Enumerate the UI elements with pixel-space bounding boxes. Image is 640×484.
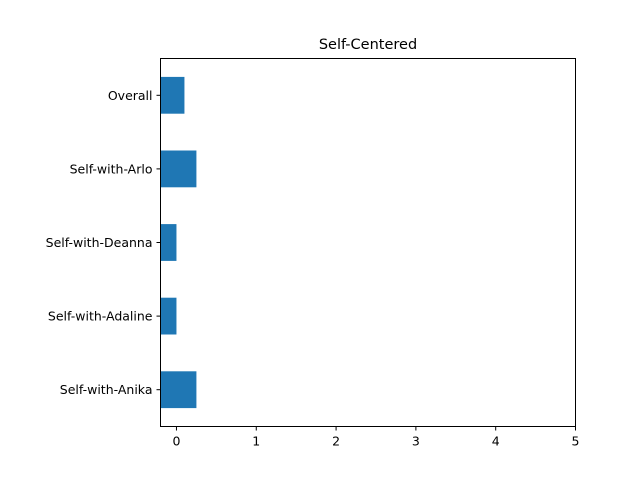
x-tick-label: 5	[572, 434, 580, 449]
bar-overall	[160, 76, 185, 114]
y-tick-label: Self-with-Anika	[60, 382, 153, 397]
x-tick-label: 1	[252, 434, 260, 449]
x-axis-ticks: 0 1 2 3 4 5	[172, 426, 580, 449]
x-tick-label: 0	[172, 434, 180, 449]
bars-layer	[160, 76, 197, 409]
y-axis-ticks: Overall Self-with-Arlo Self-with-Deanna Sel…	[46, 88, 161, 397]
plot-frame	[160, 58, 576, 427]
y-tick-label: Self-with-Adaline	[48, 309, 153, 324]
bar-self-with-adaline	[160, 297, 177, 335]
x-tick-label: 4	[492, 434, 500, 449]
x-tick-label: 3	[412, 434, 420, 449]
bar-self-with-anika	[160, 371, 197, 409]
y-tick-label: Self-with-Deanna	[46, 235, 153, 250]
y-tick-label: Overall	[108, 88, 153, 103]
y-tick-label: Self-with-Arlo	[70, 161, 153, 176]
bar-self-with-arlo	[160, 150, 197, 188]
bar-self-with-deanna	[160, 224, 177, 261]
chart-title: Self-Centered	[319, 37, 417, 53]
x-tick-label: 2	[332, 434, 340, 449]
